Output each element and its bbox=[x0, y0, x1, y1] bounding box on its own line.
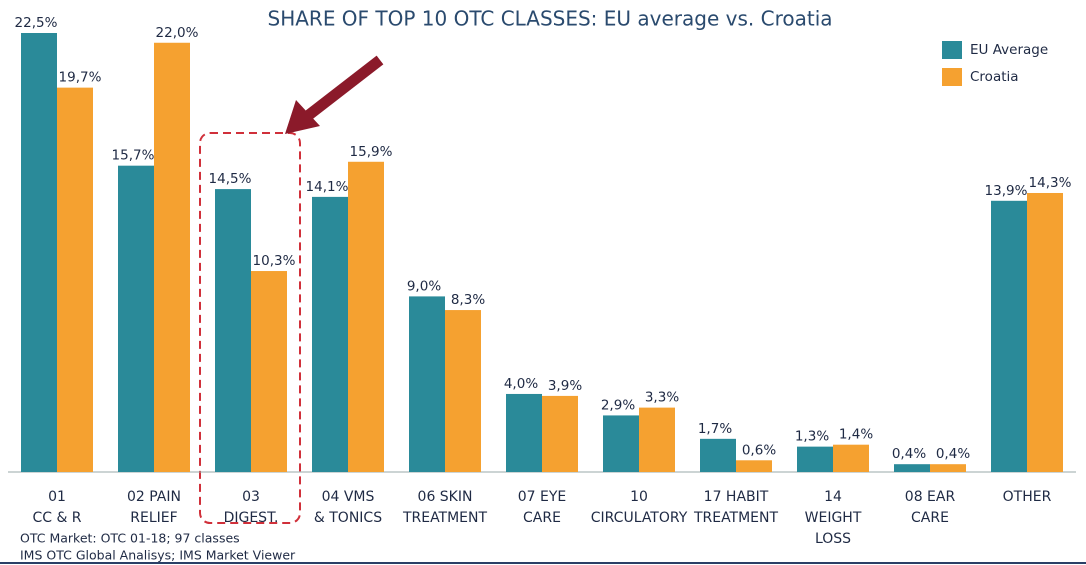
x-tick-label: CIRCULATORY bbox=[591, 510, 688, 526]
x-tick-label: TREATMENT bbox=[402, 510, 488, 526]
x-tick-label: 14 bbox=[824, 489, 842, 505]
value-label: 22,5% bbox=[15, 15, 58, 31]
bar bbox=[21, 33, 57, 472]
bar bbox=[930, 464, 966, 472]
footnote: IMS OTC Global Analisys; IMS Market View… bbox=[20, 548, 296, 563]
value-label: 14,1% bbox=[306, 179, 349, 195]
bar bbox=[215, 189, 251, 473]
x-tick-label: CARE bbox=[523, 510, 561, 526]
value-label: 1,3% bbox=[795, 429, 829, 445]
x-tick-label: DIGEST. bbox=[224, 510, 279, 526]
x-tick-label: 17 HABIT bbox=[704, 489, 769, 505]
value-label: 1,4% bbox=[839, 427, 873, 443]
bar bbox=[639, 407, 675, 472]
value-label: 14,5% bbox=[209, 171, 252, 187]
value-label: 2,9% bbox=[601, 397, 635, 413]
x-tick-label: RELIEF bbox=[130, 510, 177, 526]
value-label: 15,7% bbox=[112, 148, 155, 164]
bar bbox=[251, 271, 287, 472]
legend-label: Croatia bbox=[970, 69, 1019, 85]
legend-swatch bbox=[942, 68, 962, 86]
value-label: 15,9% bbox=[350, 144, 393, 160]
legend-label: EU Average bbox=[970, 42, 1048, 58]
footnote: OTC Market: OTC 01-18; 97 classes bbox=[20, 531, 240, 546]
value-label: 19,7% bbox=[59, 70, 102, 86]
x-tick-label: LOSS bbox=[815, 531, 851, 547]
x-tick-label: 06 SKIN bbox=[418, 489, 473, 505]
bar bbox=[445, 310, 481, 472]
bar bbox=[1027, 192, 1063, 473]
bar bbox=[833, 444, 869, 472]
bar bbox=[700, 438, 736, 472]
value-label: 14,3% bbox=[1029, 175, 1072, 191]
x-tick-label: 03 bbox=[242, 489, 260, 505]
bar bbox=[894, 464, 930, 472]
x-tick-label: TREATMENT bbox=[693, 510, 779, 526]
bar bbox=[409, 296, 445, 472]
x-tick-label: & TONICS bbox=[314, 510, 382, 526]
value-label: 0,4% bbox=[892, 446, 926, 462]
bar bbox=[154, 42, 190, 472]
x-tick-label: 02 PAIN bbox=[127, 489, 181, 505]
value-label: 13,9% bbox=[985, 183, 1028, 199]
value-label: 0,6% bbox=[742, 442, 776, 458]
legend-swatch bbox=[942, 41, 962, 59]
x-tick-label: 04 VMS bbox=[322, 489, 375, 505]
value-label: 4,0% bbox=[504, 376, 538, 392]
value-label: 22,0% bbox=[156, 25, 199, 41]
x-tick-label: CC & R bbox=[32, 510, 81, 526]
bar bbox=[57, 87, 93, 473]
bar bbox=[506, 393, 542, 472]
bar bbox=[603, 415, 639, 472]
bar bbox=[797, 446, 833, 472]
bar bbox=[312, 196, 348, 473]
value-label: 8,3% bbox=[451, 292, 485, 308]
value-label: 3,3% bbox=[645, 390, 679, 406]
x-tick-label: OTHER bbox=[1003, 489, 1052, 505]
x-tick-label: CARE bbox=[911, 510, 949, 526]
bar bbox=[736, 460, 772, 472]
x-tick-label: WEIGHT bbox=[805, 510, 862, 526]
bar bbox=[348, 161, 384, 473]
value-label: 10,3% bbox=[253, 253, 296, 269]
x-tick-label: 10 bbox=[630, 489, 648, 505]
value-label: 1,7% bbox=[698, 421, 732, 437]
bar bbox=[118, 165, 154, 473]
bar bbox=[991, 200, 1027, 472]
arrow bbox=[285, 55, 384, 134]
value-label: 3,9% bbox=[548, 378, 582, 394]
highlight-box bbox=[199, 132, 301, 524]
value-label: 9,0% bbox=[407, 278, 441, 294]
chart-title: SHARE OF TOP 10 OTC CLASSES: EU average … bbox=[268, 7, 833, 31]
value-label: 0,4% bbox=[936, 446, 970, 462]
bar bbox=[542, 395, 578, 472]
x-tick-label: 07 EYE bbox=[518, 489, 567, 505]
x-tick-label: 08 EAR bbox=[905, 489, 956, 505]
x-tick-label: 01 bbox=[48, 489, 66, 505]
